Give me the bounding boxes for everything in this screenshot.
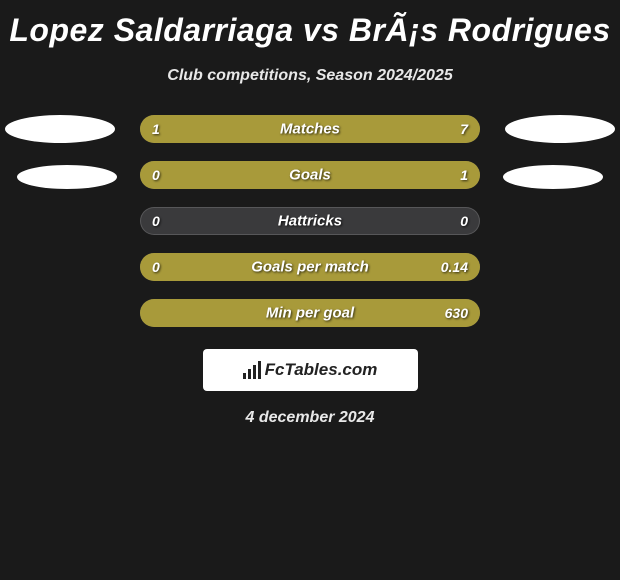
stat-value-right: 7 bbox=[460, 121, 468, 137]
stat-label: Hattricks bbox=[140, 213, 480, 230]
stat-value-right: 1 bbox=[460, 167, 468, 183]
chart-icon bbox=[243, 361, 261, 379]
page-subtitle: Club competitions, Season 2024/2025 bbox=[0, 67, 620, 85]
logo-text: FcTables.com bbox=[265, 360, 378, 380]
stat-value-right: 0.14 bbox=[441, 259, 468, 275]
stat-value-right: 630 bbox=[445, 305, 468, 321]
stat-row: 0Goals per match0.14 bbox=[140, 253, 480, 281]
stat-value-right: 0 bbox=[460, 213, 468, 229]
player-right-badge-bottom bbox=[503, 165, 603, 189]
site-logo[interactable]: FcTables.com bbox=[203, 349, 418, 391]
stat-label: Matches bbox=[140, 121, 480, 138]
stat-row: 0Goals1 bbox=[140, 161, 480, 189]
stat-label: Min per goal bbox=[140, 305, 480, 322]
stat-label: Goals per match bbox=[140, 259, 480, 276]
stats-container: 1Matches70Goals10Hattricks00Goals per ma… bbox=[0, 115, 620, 427]
date-label: 4 december 2024 bbox=[0, 409, 620, 427]
stat-row: Min per goal630 bbox=[140, 299, 480, 327]
stat-row: 0Hattricks0 bbox=[140, 207, 480, 235]
player-right-badge-top bbox=[505, 115, 615, 143]
stat-row: 1Matches7 bbox=[140, 115, 480, 143]
page-title: Lopez Saldarriaga vs BrÃ¡s Rodrigues bbox=[0, 0, 620, 49]
player-left-badge-bottom bbox=[17, 165, 117, 189]
player-left-badge-top bbox=[5, 115, 115, 143]
stat-label: Goals bbox=[140, 167, 480, 184]
